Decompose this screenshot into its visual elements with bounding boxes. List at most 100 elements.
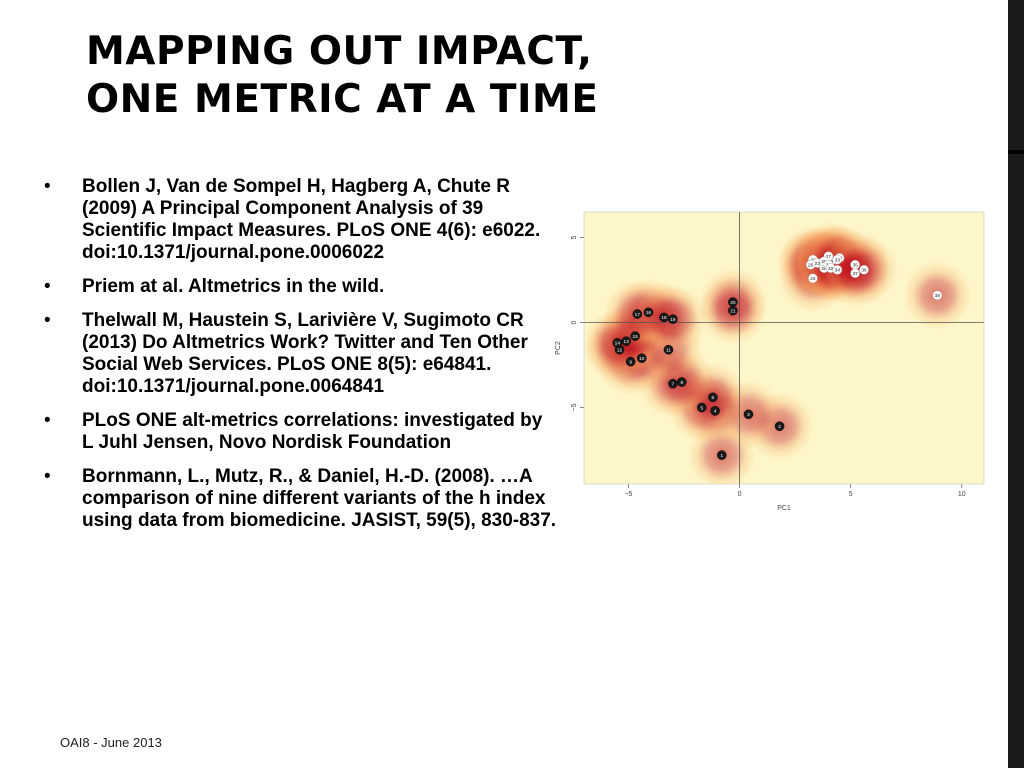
data-point-marker: [850, 268, 860, 278]
x-tick-label: 5: [849, 491, 853, 498]
data-point: 20: [728, 297, 738, 307]
data-point-marker: [859, 265, 869, 275]
title-line-1: MAPPING OUT IMPACT,: [86, 29, 593, 74]
data-point-label: 9: [629, 359, 632, 365]
x-axis-label: PC1: [777, 505, 791, 512]
slide-edge-bar: [1008, 0, 1024, 768]
data-point-label: 6: [712, 395, 715, 401]
data-point-label: 7: [672, 382, 675, 388]
reference-text: PLoS ONE alt-metrics correlations: inves…: [82, 410, 543, 453]
data-point-marker: [630, 331, 640, 341]
data-point-label: 15: [632, 334, 638, 340]
data-point: 16: [643, 307, 654, 318]
data-point-marker: [808, 273, 818, 284]
data-point-marker: [708, 392, 718, 403]
pca-heatmap-plot: −5 0 5 10 −5 0 5 PC1 PC2 1 2 3 4 5 6 7 8 9 10 11 12 13 14 15 16 1…: [552, 202, 990, 522]
data-point: 37: [850, 268, 860, 278]
data-point-label: 4: [714, 409, 717, 415]
data-point-marker: [636, 353, 647, 363]
data-point-label: 22: [810, 257, 816, 263]
data-point-label: 36: [861, 268, 867, 274]
data-point: 13: [621, 336, 632, 346]
data-point-label: 1: [720, 453, 723, 459]
data-point: 33: [832, 254, 843, 265]
data-point: 38: [932, 290, 943, 301]
reference-text: Bornmann, L., Mutz, R., & Daniel, H.-D. …: [82, 466, 557, 531]
data-point-label: 34: [835, 268, 841, 274]
data-point-label: 25: [808, 263, 814, 269]
data-point-marker: [668, 314, 678, 324]
data-point: 2: [774, 421, 785, 431]
data-point: 35: [850, 259, 860, 270]
data-point-label: 29: [821, 259, 827, 265]
heat-layer: [584, 222, 972, 484]
bullet-icon: •: [44, 410, 51, 431]
data-point-label: 2: [778, 424, 781, 430]
data-point-marker: [632, 309, 643, 319]
data-point-label: 8: [680, 380, 683, 386]
data-point-label: 21: [730, 308, 736, 314]
data-point-label: 24: [810, 276, 816, 282]
data-point: 3: [743, 409, 754, 420]
data-point-label: 35: [852, 263, 858, 269]
y-tick-label: 5: [571, 235, 578, 239]
data-point-label: 19: [670, 317, 676, 323]
plot-frame: [583, 211, 985, 485]
data-point: 19: [668, 314, 678, 324]
data-point-marker: [832, 265, 843, 275]
data-point: 5: [696, 402, 707, 413]
data-point-label: 20: [730, 300, 736, 306]
reference-item: • Thelwall M, Haustein S, Larivière V, Su…: [42, 310, 557, 398]
data-point: 21: [728, 305, 738, 316]
reference-item: • Priem at al. Altmetrics in the wild.: [42, 276, 557, 298]
title-line-2: ONE METRIC AT A TIME: [86, 77, 599, 122]
data-point-marker: [710, 406, 720, 416]
data-point: 9: [625, 356, 636, 367]
data-point: 11: [663, 344, 674, 355]
data-point: 14: [612, 338, 623, 348]
data-point-marker: [663, 344, 674, 355]
bullet-icon: •: [44, 466, 51, 487]
reference-item: • Bornmann, L., Mutz, R., & Daniel, H.-D.…: [42, 466, 557, 532]
y-tick-label: −5: [571, 403, 578, 411]
data-point: 10: [636, 353, 647, 363]
footer-text: OAI8 - June 2013: [60, 735, 162, 750]
data-point-label: 5: [700, 405, 703, 411]
data-point-label: 32: [828, 266, 834, 272]
x-tick-label: 0: [738, 491, 742, 498]
y-tick-label: 0: [571, 320, 578, 324]
reference-list: • Bollen J, Van de Sompel H, Hagberg A, C…: [42, 176, 557, 544]
reference-item: • Bollen J, Van de Sompel H, Hagberg A, C…: [42, 176, 557, 264]
reference-item: • PLoS ONE alt-metrics correlations: inve…: [42, 410, 557, 454]
data-point: 8: [676, 377, 687, 387]
data-point: 4: [710, 406, 720, 416]
data-point-marker: [716, 450, 727, 460]
data-point: 24: [808, 273, 818, 284]
data-point-label: 13: [624, 339, 630, 345]
data-point-label: 23: [815, 261, 821, 267]
data-point-marker: [743, 409, 754, 420]
data-point-label: 38: [935, 293, 941, 299]
data-point-label: 33: [835, 257, 841, 263]
data-point-marker: [676, 377, 687, 387]
data-point-label: 14: [615, 341, 621, 347]
data-point-marker: [728, 305, 738, 316]
data-point-marker: [805, 259, 816, 270]
x-tick-label: 10: [958, 491, 966, 498]
data-point: 6: [708, 392, 718, 403]
data-point: 25: [805, 259, 816, 270]
data-point-label: 17: [635, 312, 641, 318]
data-point-marker: [643, 307, 654, 318]
data-point-marker: [625, 356, 636, 367]
data-point-marker: [832, 254, 843, 265]
data-point-marker: [696, 402, 707, 413]
reference-text: Bollen J, Van de Sompel H, Hagberg A, Ch…: [82, 176, 541, 263]
bullet-icon: •: [44, 176, 51, 197]
data-point: 7: [668, 378, 678, 389]
y-axis-label: PC2: [555, 341, 562, 355]
data-point-label: 37: [852, 271, 858, 277]
reference-text: Priem at al. Altmetrics in the wild.: [82, 276, 385, 297]
data-point: 36: [859, 265, 869, 275]
data-point-marker: [612, 338, 623, 348]
slide-title: MAPPING OUT IMPACT, ONE METRIC AT A TIME: [86, 28, 706, 124]
